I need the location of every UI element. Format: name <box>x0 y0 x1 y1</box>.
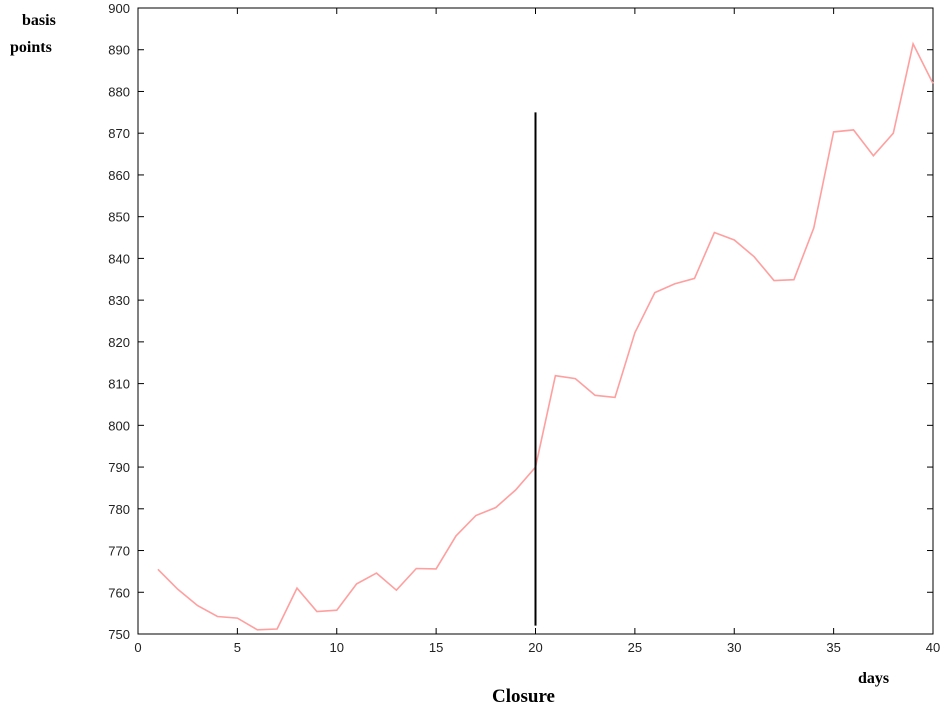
y-tick-label: 860 <box>108 168 130 183</box>
x-tick-label: 15 <box>429 640 443 655</box>
y-tick-label: 820 <box>108 335 130 350</box>
y-tick-label: 830 <box>108 293 130 308</box>
y-tick-label: 880 <box>108 84 130 99</box>
y-tick-label: 810 <box>108 377 130 392</box>
x-tick-label: 20 <box>528 640 542 655</box>
y-tick-label: 840 <box>108 251 130 266</box>
y-tick-label: 770 <box>108 544 130 559</box>
x-axis-label: days <box>858 670 889 687</box>
y-tick-label: 870 <box>108 126 130 141</box>
y-tick-label: 800 <box>108 418 130 433</box>
x-tick-label: 0 <box>134 640 141 655</box>
chart-caption: Closure <box>492 686 555 707</box>
y-tick-label: 750 <box>108 627 130 642</box>
series-line <box>157 41 934 631</box>
x-tick-label: 10 <box>330 640 344 655</box>
y-tick-label: 760 <box>108 585 130 600</box>
y-tick-label: 890 <box>108 43 130 58</box>
y-tick-label: 850 <box>108 210 130 225</box>
y-tick-label: 780 <box>108 502 130 517</box>
axis-ticks <box>137 7 934 635</box>
x-tick-label: 30 <box>727 640 741 655</box>
y-axis-label-line1: basis <box>22 12 56 29</box>
x-tick-label: 5 <box>234 640 241 655</box>
tick-labels: 0 5 10 15 20 25 30 35 40 750 760 770 780 790 800 810 820… <box>108 1 940 655</box>
y-axis-label-line2: points <box>10 39 52 56</box>
x-tick-label: 25 <box>628 640 642 655</box>
y-tick-label: 790 <box>108 460 130 475</box>
x-tick-label: 40 <box>926 640 940 655</box>
y-tick-label: 900 <box>108 1 130 16</box>
x-tick-label: 35 <box>826 640 840 655</box>
